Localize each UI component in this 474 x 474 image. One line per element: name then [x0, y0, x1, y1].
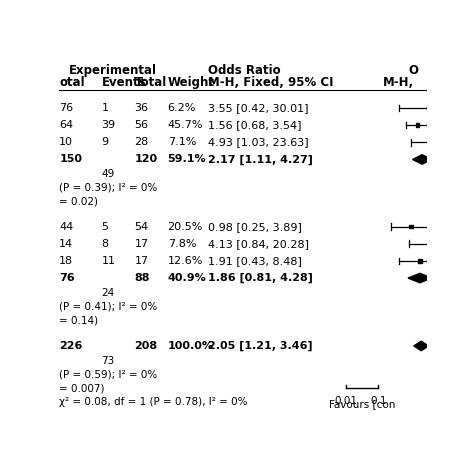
- Text: 1: 1: [101, 103, 109, 113]
- Text: 88: 88: [135, 273, 150, 283]
- Text: 150: 150: [59, 155, 82, 164]
- Text: = 0.14): = 0.14): [59, 315, 99, 325]
- Text: 17: 17: [135, 256, 149, 266]
- Text: O: O: [409, 64, 419, 77]
- Text: 56: 56: [135, 120, 148, 130]
- Text: = 0.007): = 0.007): [59, 383, 105, 393]
- Text: M-H, Fixed, 95% CI: M-H, Fixed, 95% CI: [208, 76, 334, 89]
- Text: (P = 0.39); I² = 0%: (P = 0.39); I² = 0%: [59, 183, 157, 193]
- Text: 24: 24: [101, 288, 115, 298]
- Text: Total: Total: [135, 76, 167, 89]
- Text: 2.17 [1.11, 4.27]: 2.17 [1.11, 4.27]: [208, 155, 313, 164]
- Text: 76: 76: [59, 273, 75, 283]
- Text: Experimental: Experimental: [69, 64, 156, 77]
- Text: 1.91 [0.43, 8.48]: 1.91 [0.43, 8.48]: [208, 256, 302, 266]
- Text: 2.05 [1.21, 3.46]: 2.05 [1.21, 3.46]: [208, 341, 313, 351]
- Text: 100.0%: 100.0%: [168, 341, 214, 351]
- Text: Weight: Weight: [168, 76, 215, 89]
- Text: 14: 14: [59, 239, 73, 249]
- Text: 1.86 [0.81, 4.28]: 1.86 [0.81, 4.28]: [208, 273, 313, 283]
- Text: 64: 64: [59, 120, 73, 130]
- Text: 40.9%: 40.9%: [168, 273, 206, 283]
- Text: 10: 10: [59, 137, 73, 147]
- Text: 7.1%: 7.1%: [168, 137, 196, 147]
- Text: 208: 208: [135, 341, 158, 351]
- Text: 6.2%: 6.2%: [168, 103, 196, 113]
- Text: 18: 18: [59, 256, 73, 266]
- Bar: [429, 242, 433, 246]
- Text: 20.5%: 20.5%: [168, 222, 203, 232]
- Polygon shape: [412, 155, 432, 164]
- Text: (P = 0.41); I² = 0%: (P = 0.41); I² = 0%: [59, 301, 157, 311]
- Polygon shape: [414, 341, 428, 351]
- Text: χ² = 0.08, df = 1 (P = 0.78), I² = 0%: χ² = 0.08, df = 1 (P = 0.78), I² = 0%: [59, 397, 248, 407]
- Text: 0.01: 0.01: [334, 396, 357, 406]
- Text: 3.55 [0.42, 30.01]: 3.55 [0.42, 30.01]: [208, 103, 309, 113]
- Bar: [419, 259, 422, 263]
- Text: 226: 226: [59, 341, 82, 351]
- Text: 5: 5: [101, 222, 109, 232]
- Text: 4.93 [1.03, 23.63]: 4.93 [1.03, 23.63]: [208, 137, 309, 147]
- Text: 59.1%: 59.1%: [168, 155, 206, 164]
- Text: otal: otal: [59, 76, 85, 89]
- Polygon shape: [408, 273, 432, 283]
- Text: M-H,: M-H,: [383, 76, 414, 89]
- Text: 0.98 [0.25, 3.89]: 0.98 [0.25, 3.89]: [208, 222, 302, 232]
- Text: 73: 73: [101, 356, 115, 365]
- Text: 4.13 [0.84, 20.28]: 4.13 [0.84, 20.28]: [208, 239, 309, 249]
- Bar: [427, 106, 431, 110]
- Text: 9: 9: [101, 137, 109, 147]
- Text: 11: 11: [101, 256, 116, 266]
- Text: 39: 39: [101, 120, 116, 130]
- Text: = 0.02): = 0.02): [59, 197, 98, 207]
- Text: 28: 28: [135, 137, 149, 147]
- Bar: [416, 123, 419, 127]
- Text: 44: 44: [59, 222, 73, 232]
- Text: 8: 8: [101, 239, 109, 249]
- Text: Odds Ratio: Odds Ratio: [209, 64, 281, 77]
- Text: 0.1: 0.1: [370, 396, 387, 406]
- Text: 120: 120: [135, 155, 158, 164]
- Text: 54: 54: [135, 222, 149, 232]
- Text: 49: 49: [101, 169, 115, 179]
- Text: Events: Events: [101, 76, 146, 89]
- Text: 7.8%: 7.8%: [168, 239, 196, 249]
- Text: 17: 17: [135, 239, 149, 249]
- Text: (P = 0.59); I² = 0%: (P = 0.59); I² = 0%: [59, 369, 157, 379]
- Text: Favours [con: Favours [con: [329, 399, 395, 409]
- Bar: [432, 140, 436, 144]
- Text: 76: 76: [59, 103, 73, 113]
- Text: 36: 36: [135, 103, 148, 113]
- Text: 1.56 [0.68, 3.54]: 1.56 [0.68, 3.54]: [208, 120, 301, 130]
- Text: 12.6%: 12.6%: [168, 256, 203, 266]
- Bar: [409, 225, 412, 228]
- Text: 45.7%: 45.7%: [168, 120, 203, 130]
